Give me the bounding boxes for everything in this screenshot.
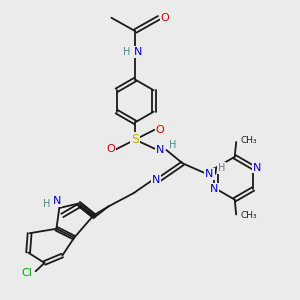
Text: CH₃: CH₃ <box>241 212 257 220</box>
Text: N: N <box>205 169 214 179</box>
Text: H: H <box>123 47 130 57</box>
Text: N: N <box>152 175 160 185</box>
Text: N: N <box>53 196 61 206</box>
Text: H: H <box>218 163 226 173</box>
Text: Cl: Cl <box>21 268 32 278</box>
Text: S: S <box>131 133 139 146</box>
Text: O: O <box>106 144 115 154</box>
Text: N: N <box>134 47 142 57</box>
Text: N: N <box>253 163 261 172</box>
Text: O: O <box>160 13 169 23</box>
Text: N: N <box>156 145 165 155</box>
Text: H: H <box>169 140 176 150</box>
Text: N: N <box>210 184 218 194</box>
Text: H: H <box>43 200 51 209</box>
Text: CH₃: CH₃ <box>241 136 257 145</box>
Text: O: O <box>155 125 164 135</box>
